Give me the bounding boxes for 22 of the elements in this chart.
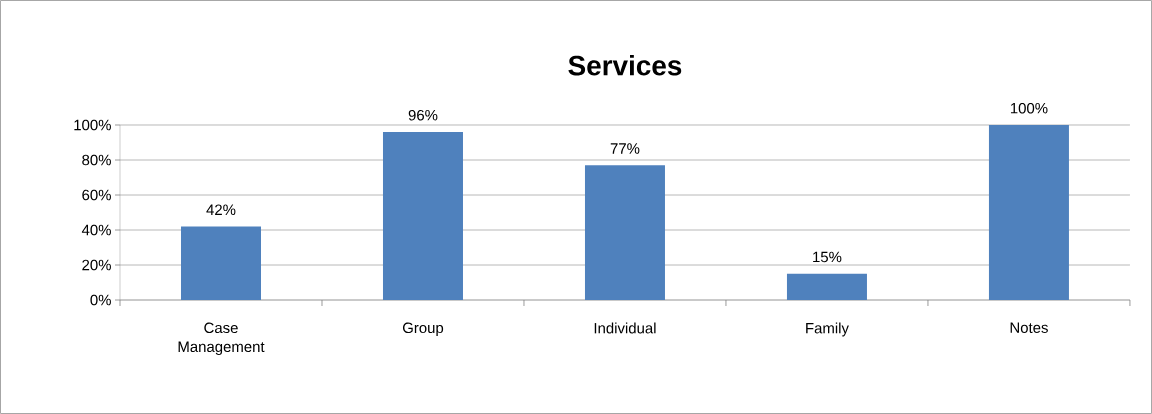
y-tick-label: 60%: [82, 189, 111, 201]
data-label: 42%: [206, 204, 236, 215]
data-label: 15%: [813, 251, 842, 263]
data-label: 100%: [1010, 102, 1048, 114]
x-tick-label: Individual: [594, 322, 656, 334]
bar: [382, 132, 463, 300]
x-tick-label: Family: [806, 322, 849, 337]
chart-title: Services: [568, 55, 682, 76]
bar: [988, 125, 1069, 300]
data-label: 77%: [610, 143, 640, 154]
bar: [584, 165, 665, 300]
y-tick-label: 20%: [82, 259, 111, 271]
bar: [786, 273, 867, 300]
x-tick-label: Group: [402, 322, 444, 337]
x-tick-label: Notes: [1010, 322, 1048, 333]
data-label: 96%: [408, 109, 438, 121]
y-tick-label: 100%: [74, 119, 111, 131]
y-tick-label: 0%: [90, 294, 111, 306]
y-tick-label: 40%: [81, 224, 111, 236]
x-tick-label: Case Management: [178, 322, 265, 355]
y-tick-label: 80%: [82, 154, 111, 166]
bar: [180, 226, 261, 300]
